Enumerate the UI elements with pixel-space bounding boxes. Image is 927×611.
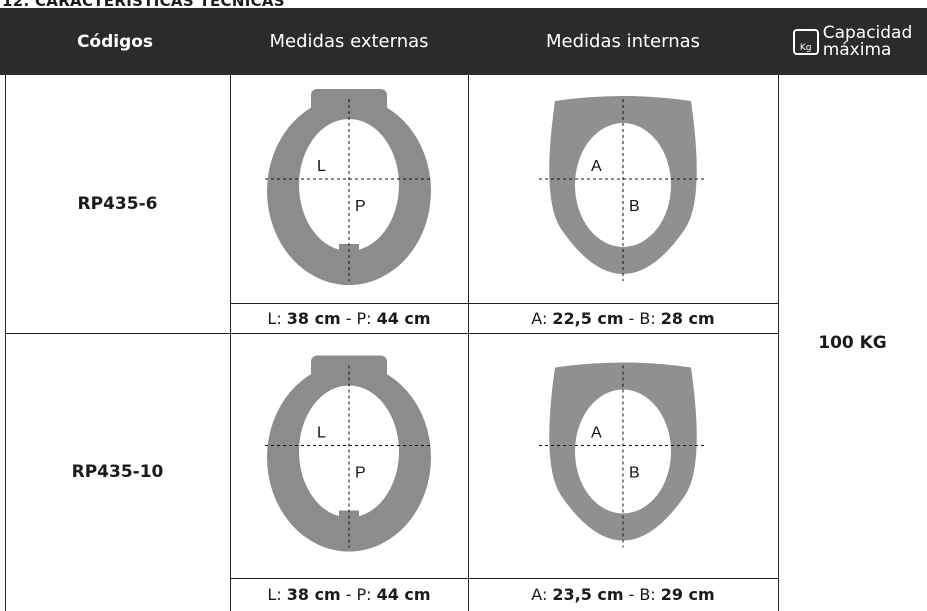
- caption-part: P:: [356, 585, 372, 604]
- capacity: 100 KG: [818, 333, 887, 353]
- caption: A: 22,5 cm - B: 28 cm: [468, 303, 778, 333]
- caption-part: -: [628, 585, 635, 604]
- dimension-label: A: [591, 158, 602, 175]
- border: [5, 333, 778, 334]
- border: [230, 75, 231, 611]
- dimension-label: L: [317, 425, 326, 442]
- header-text: Capacidad máxima: [822, 22, 913, 60]
- dimension-label: L: [317, 158, 326, 175]
- caption-part: 22,5 cm: [552, 308, 624, 328]
- dimension-label: B: [629, 198, 640, 215]
- icon: Kg: [792, 28, 819, 55]
- caption-part: 44 cm: [376, 308, 431, 328]
- header-cell: Medidas externas: [269, 31, 429, 52]
- dimension-label: P: [355, 198, 366, 215]
- dimension-label: A: [591, 425, 602, 442]
- dimension-label: B: [629, 465, 640, 482]
- seat-drawing: AB: [539, 96, 707, 281]
- header-cell: Medidas internas: [545, 31, 701, 52]
- caption-part: L:: [267, 308, 282, 328]
- border: [468, 75, 469, 611]
- caption-part: -: [345, 308, 352, 328]
- seat-drawing: LP: [265, 89, 433, 285]
- dimension-label: P: [355, 465, 366, 482]
- caption-part: 23,5 cm: [552, 585, 624, 604]
- header-bar: [0, 8, 927, 75]
- caption-part: 44 cm: [376, 585, 431, 604]
- caption-part: A:: [531, 308, 548, 328]
- caption-part: -: [345, 585, 352, 604]
- header-line: Capacidad: [822, 22, 913, 43]
- caption: L: 38 cm - P: 44 cm: [230, 578, 468, 611]
- caption-part: 38 cm: [286, 585, 341, 604]
- border: [230, 303, 778, 304]
- border: [778, 75, 779, 611]
- caption-part: 28 cm: [660, 308, 715, 328]
- caption: A: 23,5 cm - B: 29 cm: [468, 578, 778, 611]
- caption-part: L:: [267, 585, 282, 604]
- header-line: máxima: [822, 39, 892, 60]
- caption-part: P:: [356, 308, 372, 328]
- seat: [311, 355, 387, 386]
- header-cell: Códigos: [76, 31, 154, 52]
- seat: [311, 89, 387, 119]
- code: RP435-10: [71, 462, 164, 482]
- caption-part: B:: [639, 308, 656, 328]
- caption: L: 38 cm - P: 44 cm: [230, 303, 468, 333]
- header-cell: Kg Capacidad máxima: [778, 8, 927, 75]
- section-title: 12. CARACTERÍSTICAS TÉCNICAS: [2, 0, 285, 10]
- caption-part: 38 cm: [286, 308, 341, 328]
- caption-part: B:: [639, 585, 656, 604]
- seat-drawing: AB: [539, 362, 707, 548]
- caption-part: -: [628, 308, 635, 328]
- caption-part: 29 cm: [660, 585, 715, 604]
- caption-part: A:: [531, 585, 548, 604]
- border: [230, 578, 778, 579]
- code: RP435-6: [77, 194, 158, 214]
- border: [5, 75, 6, 611]
- seat-drawing: LP: [265, 355, 433, 552]
